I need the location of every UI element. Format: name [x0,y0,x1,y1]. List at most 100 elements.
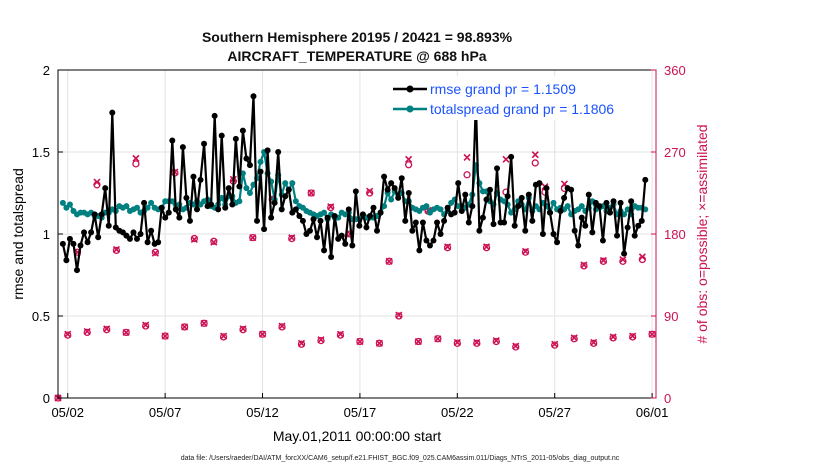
spread-point [246,190,253,196]
obs-assimilated-point [463,153,471,162]
rmse-point [536,180,543,187]
y-left-tick-label: 0 [43,391,50,406]
y-right-tick-label: 0 [664,391,671,406]
obs-assimilated-point [531,151,539,159]
rmse-point [324,214,331,221]
obs-assimilated-point [482,243,491,251]
rmse-point [515,203,522,210]
obs-assimilated-point [132,154,140,162]
rmse-point [370,204,377,211]
rmse-point [494,165,501,172]
rmse-point [402,217,409,224]
rmse-point [144,239,151,246]
obs-possible-point [239,326,247,334]
rmse-point [310,216,317,223]
obs-assimilated-point [210,238,218,246]
rmse-point [254,217,261,224]
obs-assimilated-point [327,203,335,211]
rmse-point [349,242,356,249]
rmse-point [486,186,493,193]
obs-assimilated-point [638,253,646,261]
obs-assimilated-point [366,187,374,195]
obs-assimilated-point [619,255,627,264]
y-left-tick-label: 1 [43,227,50,242]
obs-assimilated-point [307,189,315,197]
x-tick-label: 05/07 [149,405,182,420]
rmse-point [388,180,395,187]
obs-possible-point [122,328,130,337]
series-lines [59,93,649,274]
rmse-point [395,194,402,201]
rmse-point [518,194,525,201]
rmse-point [363,224,370,231]
rmse-point [105,222,112,229]
spread-point [236,198,243,205]
rmse-point [585,191,592,198]
obs-assimilated-point [521,247,530,255]
rmse-point [603,199,610,206]
rmse-point [554,239,561,246]
rmse-point [201,140,208,147]
rmse-point [412,219,419,226]
x-tick-label: 05/22 [441,405,474,420]
rmse-point [483,196,490,203]
rmse-point [377,209,384,216]
rmse-point [550,231,557,237]
rmse-point [306,227,313,234]
rmse-point [476,227,483,234]
obs-assimilated-point [590,338,598,346]
rmse-point [141,199,148,206]
rmse-point [606,209,613,216]
rmse-point [617,199,624,206]
rmse-point [158,204,165,211]
y-left-tick-label: 1.5 [32,145,50,160]
rmse-point [183,194,190,201]
obs-possible-point [512,343,520,351]
rmse-point [465,219,472,226]
rmse-point [109,109,116,116]
rmse-point [582,222,589,229]
y-right-tick-label: 90 [664,309,678,324]
y-axis-left-label: rmse and totalspread [10,168,26,300]
rmse-point [186,217,193,224]
spread-point [133,204,140,211]
rmse-point [451,209,458,216]
rmse-point [194,206,201,213]
legend-spread-marker [406,105,414,113]
rmse-point [430,237,437,244]
y-left-tick-label: 0.5 [32,309,50,324]
rmse-point [631,232,638,239]
obs-possible-point [551,341,559,349]
rmse-point [197,176,204,183]
obs-assimilated-point [473,338,481,346]
obs-assimilated-point [434,335,442,343]
obs-possible-point [648,330,656,338]
rmse-point [356,222,363,229]
rmse-point [275,149,282,155]
rmse-point [317,217,324,224]
x-tick-label: 05/27 [538,405,571,420]
obs-possible-point [619,257,627,265]
obs-possible-point [404,161,413,169]
rmse-point [342,240,349,247]
spread-point [381,203,388,210]
rmse-point [525,191,532,198]
rmse-point [381,173,388,180]
obs-assimilated-point [648,330,656,338]
obs-possible-point [580,262,588,270]
y-axis-right-label: # of obs: o=possible; ×=assimilated [694,124,710,343]
x-tick-label: 05/02 [51,405,84,420]
obs-possible-point [151,248,160,256]
legend-box [388,76,650,120]
rmse-point [169,137,176,144]
obs-possible-point [590,339,598,347]
spread-point [218,194,225,201]
rmse-point [596,203,603,210]
spread-point [423,203,430,210]
obs-possible-point [297,340,306,348]
obs-assimilated-point [599,256,607,264]
obs-assimilated-point [629,332,637,340]
obs-possible-point [200,319,208,327]
obs-assimilated-point [502,155,510,163]
rmse-point [469,203,476,210]
